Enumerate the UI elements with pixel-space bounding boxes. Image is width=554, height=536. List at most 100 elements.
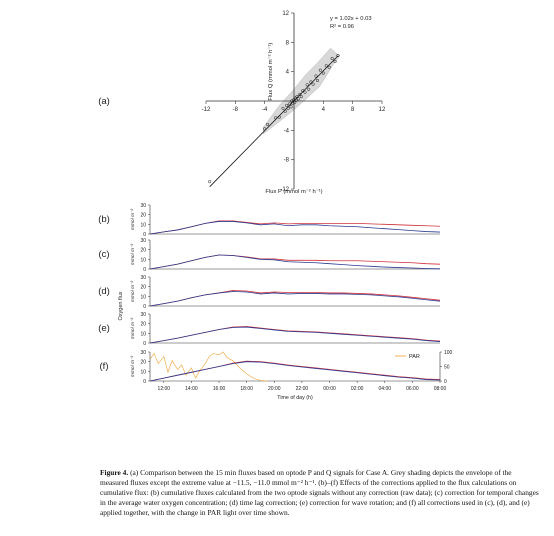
x-tick-label: 20:00 <box>268 386 281 392</box>
y-tick-label: 10 <box>140 222 146 228</box>
y-tick-label: 20 <box>140 285 146 291</box>
x-tick-label: 12 <box>379 107 386 113</box>
data-point <box>283 109 287 113</box>
data-point <box>295 95 299 99</box>
y-tick-label: 0 <box>143 379 146 385</box>
y-tick-label: 0 <box>143 341 146 347</box>
panel-label: (d) <box>98 286 110 297</box>
data-point <box>301 89 305 93</box>
panel-label: (b) <box>98 214 110 225</box>
x-axis-label: Time of day (h) <box>277 395 313 401</box>
series-p-line <box>149 254 441 270</box>
y-tick-label: 0 <box>143 304 146 310</box>
y-tick-label: -12 <box>280 187 289 193</box>
panel-label: (e) <box>98 323 110 334</box>
panel-label: (c) <box>98 249 109 260</box>
series-q-line <box>149 220 441 235</box>
series-p-line <box>149 221 441 235</box>
y-units-label: mmol m⁻² <box>130 281 136 303</box>
data-point <box>296 97 300 101</box>
data-point <box>336 53 340 58</box>
data-point <box>263 127 267 131</box>
par-tick-label: 100 <box>444 350 453 356</box>
data-point <box>277 115 281 119</box>
time-series-panels: 0 10 20 30 mmol m⁻² 0 10 20 30 mmol m⁻² 0 10 20 30 mmo… <box>118 203 453 401</box>
y-tick-label: 30 <box>140 350 146 356</box>
figure-caption: Figure 4. (a) Comparison between the 15 … <box>100 468 540 518</box>
time-series-panel: 0 10 20 30 mmol m⁻² <box>130 275 441 310</box>
scatter-panel-a: -12 -8 -4 4 8 12 -12 -8 -4 4 8 12 y = 1.02x + 0.03 R²… <box>202 11 386 195</box>
y-axis-label: Flux Q (mmol m⁻² h⁻¹) <box>268 43 274 101</box>
series-p-line <box>149 326 441 344</box>
par-tick-label: 50 <box>444 365 450 371</box>
y-tick-label: 30 <box>140 275 146 281</box>
r-squared: R² = 0.96 <box>330 24 354 30</box>
data-point <box>305 83 309 87</box>
data-point <box>333 59 337 63</box>
y-units-label: mmol m⁻² <box>130 244 136 266</box>
x-tick-label: -4 <box>262 107 268 113</box>
y-tick-label: -4 <box>284 128 290 134</box>
data-point <box>208 180 212 184</box>
data-point <box>281 106 285 110</box>
series-q-line <box>149 290 441 307</box>
y-tick-label: 10 <box>140 331 146 337</box>
x-tick-label: 04:00 <box>379 386 392 392</box>
x-tick-label: -12 <box>202 107 211 113</box>
x-tick-label: 18:00 <box>240 386 253 392</box>
y-tick-label: 20 <box>140 360 146 366</box>
data-point <box>327 65 331 69</box>
data-point <box>303 90 307 94</box>
y-tick-label: 0 <box>143 267 146 273</box>
data-point <box>318 68 322 72</box>
y-tick-label: 10 <box>140 369 146 375</box>
data-point <box>285 103 289 107</box>
time-series-panel: 0 10 20 30 mmol m⁻² <box>130 312 441 347</box>
data-point <box>307 87 311 91</box>
data-point <box>299 95 303 99</box>
y-tick-label: 0 <box>143 232 146 238</box>
x-tick-label: 00:00 <box>323 386 336 392</box>
x-tick-label: -8 <box>233 107 239 113</box>
data-point <box>324 64 328 68</box>
data-point <box>266 122 270 127</box>
x-tick-label: 16:00 <box>213 386 226 392</box>
data-point <box>314 74 318 78</box>
caption-figure-label: Figure 4. <box>100 468 129 477</box>
x-tick-label: 08:00 <box>434 386 447 392</box>
y-tick-label: 20 <box>140 322 146 328</box>
data-point <box>288 102 292 106</box>
time-series-panel: 0 10 20 30 mmol m⁻² 0 50 100 PAR 12:00 14:00 16:00 1… <box>130 350 453 401</box>
series-q-line <box>149 360 441 382</box>
x-tick-label: 02:00 <box>351 386 364 392</box>
legend-par-label: PAR <box>409 354 420 360</box>
x-tick-label: 06:00 <box>406 386 419 392</box>
par-line <box>149 351 268 382</box>
time-series-panel: 0 10 20 30 mmol m⁻² <box>130 203 441 238</box>
data-point <box>309 80 313 84</box>
y-tick-label: 30 <box>140 238 146 244</box>
y-units-label: mmol m⁻² <box>130 356 136 378</box>
data-point <box>294 98 298 102</box>
x-tick-label: 14:00 <box>185 386 198 392</box>
regression-equation: y = 1.02x + 0.03 <box>330 16 372 22</box>
y-tick-label: 4 <box>286 70 290 76</box>
series-p-line <box>149 291 441 307</box>
shared-y-axis-label: Oxygen flux <box>118 291 124 320</box>
regression-line <box>209 55 339 188</box>
x-tick-label: 12:00 <box>158 386 171 392</box>
y-tick-label: 20 <box>140 213 146 219</box>
y-tick-label: -8 <box>284 158 290 164</box>
y-tick-label: 12 <box>282 11 289 17</box>
data-point <box>330 56 334 61</box>
time-series-panel: 0 10 20 30 mmol m⁻² <box>130 238 441 273</box>
y-tick-label: 20 <box>140 248 146 254</box>
data-point <box>274 116 278 120</box>
data-point <box>289 105 293 109</box>
y-tick-label: 10 <box>140 294 146 300</box>
y-units-label: mmol m⁻² <box>130 209 136 231</box>
panel-label: (f) <box>100 361 109 372</box>
x-tick-label: 8 <box>351 107 355 113</box>
data-point <box>293 100 297 105</box>
